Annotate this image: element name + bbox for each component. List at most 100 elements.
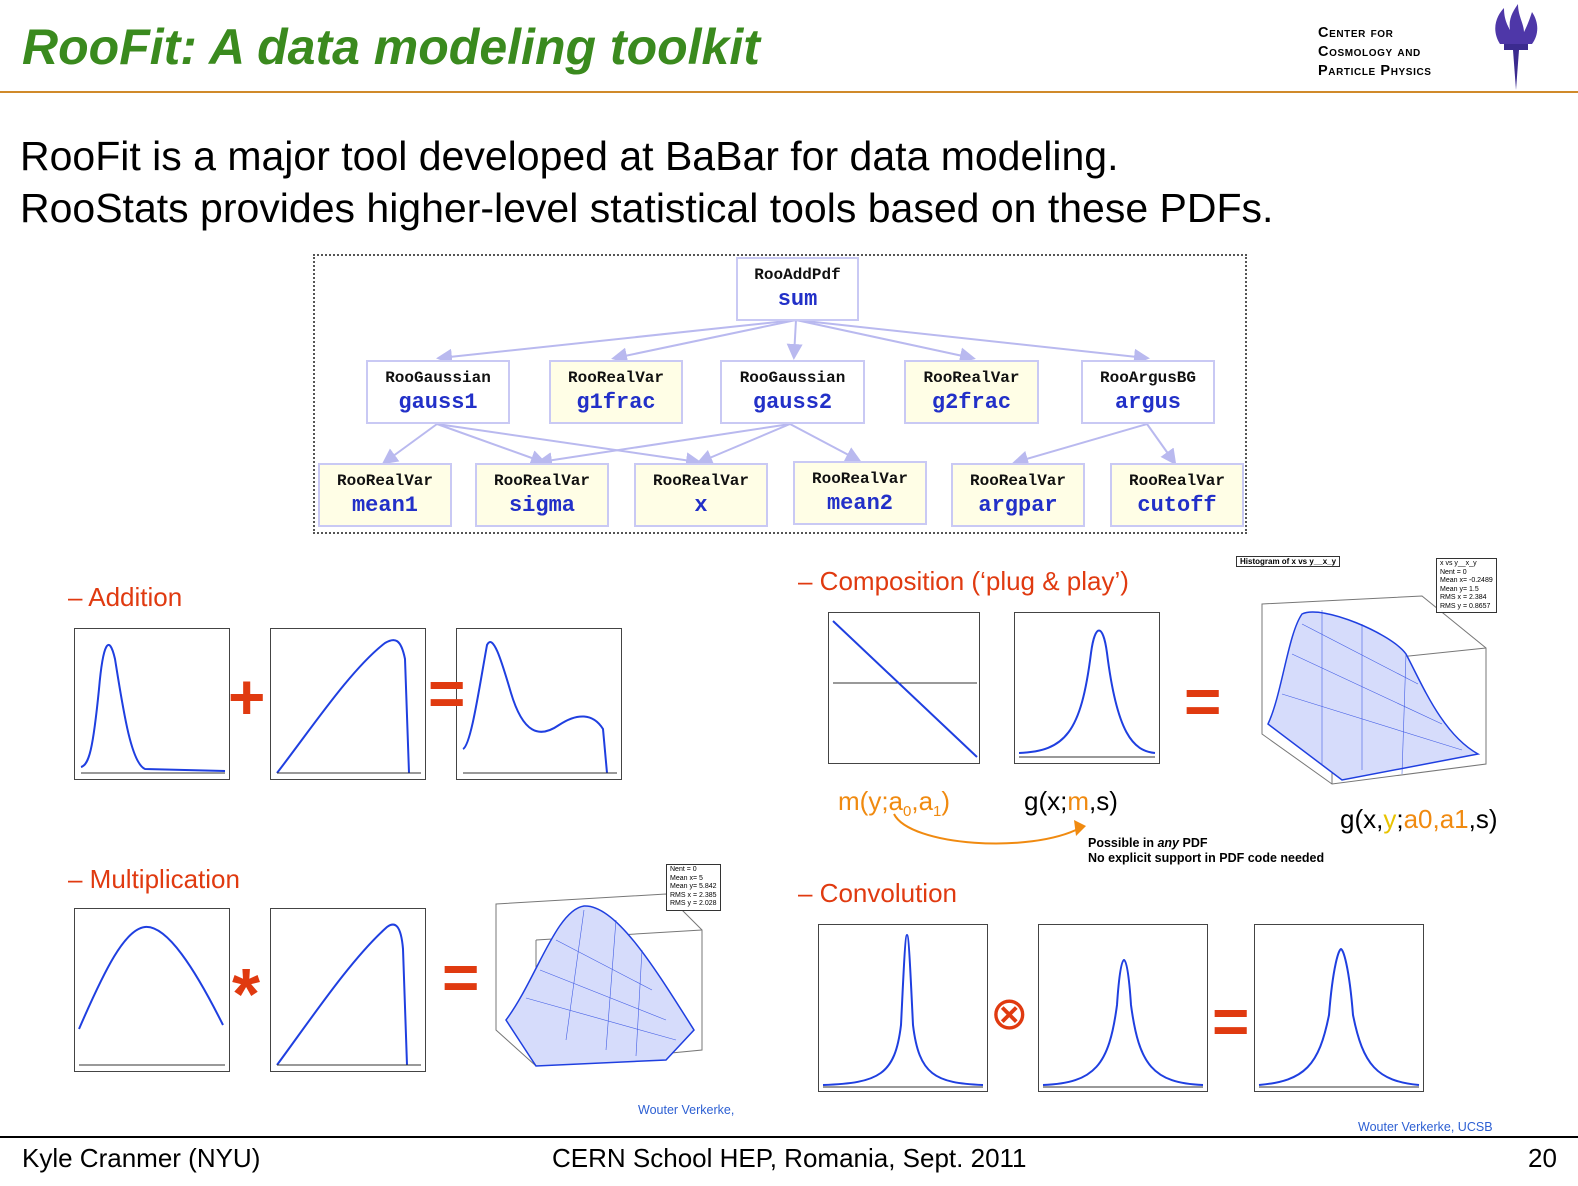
node-class: RooGaussian: [385, 369, 491, 387]
g-m: m: [1067, 786, 1090, 816]
note-text: Possible in: [1088, 836, 1158, 850]
composition-note: Possible in any PDF No explicit support …: [1088, 836, 1324, 866]
node-name: argus: [1114, 390, 1181, 415]
times-operator: *: [232, 955, 261, 1035]
equals-operator: =: [1212, 985, 1250, 1057]
node-name: mean2: [826, 491, 893, 516]
logo-text: Center for Cosmology and Particle Physic…: [1318, 24, 1432, 81]
multiplication-stats-box: Nent = 0 Mean x= 5 Mean y= 5.842 RMS x =…: [666, 864, 721, 911]
multiplication-gauss-plot: [74, 908, 230, 1072]
footer-event: CERN School HEP, Romania, Sept. 2011: [552, 1143, 1027, 1173]
logo-line: Particle Physics: [1318, 63, 1432, 79]
m-sep: ,a: [911, 786, 934, 816]
stat-line: Mean x= 5: [670, 874, 703, 882]
g-label: g(x;m,s): [1024, 786, 1118, 817]
node-name: mean1: [351, 493, 418, 518]
stat-line: RMS y = 2.028: [670, 900, 717, 907]
node-name: cutoff: [1137, 493, 1217, 518]
slide-title: RooFit: A data modeling toolkit: [22, 19, 760, 75]
stat-line: Nent = 0: [1440, 568, 1467, 576]
node-class: RooRealVar: [567, 369, 664, 387]
m-label: m(y;a0,a1): [838, 786, 950, 820]
m-label-text: m(y;a: [838, 786, 903, 816]
footer-author: Kyle Cranmer (NYU): [22, 1143, 261, 1173]
section-convolution: – Convolution: [798, 878, 957, 908]
logo-line: Center for: [1318, 25, 1394, 41]
multiplication-argus-plot: [270, 908, 426, 1072]
node-class: RooRealVar: [652, 472, 749, 490]
node-argus: RooArgusBG argus: [1081, 360, 1215, 424]
node-class: RooAddPdf: [754, 266, 841, 284]
node-class: RooGaussian: [739, 369, 846, 387]
stat-line: RMS x = 2.384: [1440, 594, 1487, 601]
plus-operator: +: [228, 661, 266, 733]
stat-line: x vs y__x_y: [1440, 560, 1477, 567]
stat-line: Mean x= -0.2489: [1440, 577, 1493, 584]
note-line: Possible in any PDF: [1088, 836, 1324, 851]
result-y: y: [1383, 804, 1397, 834]
intro-line: RooStats provides higher-level statistic…: [20, 185, 1274, 231]
note-emphasis: any: [1157, 836, 1180, 850]
node-name: gauss2: [752, 390, 833, 415]
equals-operator: =: [1184, 665, 1222, 737]
credit-right: Wouter Verkerke, UCSB: [1358, 1120, 1493, 1134]
composition-linear-plot: [828, 612, 980, 764]
logo-line: Cosmology and: [1318, 44, 1421, 60]
m-sub1: 1: [933, 803, 942, 821]
composition-hist-title: Histogram of x vs y__x_y: [1236, 556, 1341, 567]
m-sub0: 0: [903, 803, 912, 821]
node-cutoff: RooRealVar cutoff: [1110, 463, 1244, 527]
node-name: sigma: [508, 493, 575, 518]
convolve-operator: ⊗: [990, 987, 1029, 1039]
node-class: RooRealVar: [811, 470, 908, 488]
result-suffix: ,s): [1468, 804, 1498, 834]
convolution-bw-plot: [818, 924, 988, 1092]
node-class: RooRealVar: [336, 472, 433, 490]
equals-operator: =: [442, 941, 480, 1013]
m-close: ): [941, 786, 951, 816]
stat-line: Nent = 0: [670, 866, 697, 873]
intro-line: RooFit is a major tool developed at BaBa…: [20, 133, 1119, 179]
footer-rule: [0, 1136, 1578, 1138]
result-params: a0,a1: [1403, 804, 1469, 834]
node-name: argpar: [978, 493, 1058, 518]
stat-line: RMS x = 2.385: [670, 891, 717, 899]
node-sigma: RooRealVar sigma: [475, 463, 609, 527]
node-gauss1: RooGaussian gauss1: [366, 360, 510, 424]
node-sum: RooAddPdf sum: [736, 257, 859, 321]
g-prefix: g(x;: [1024, 786, 1068, 816]
composition-gauss-plot: [1014, 612, 1160, 764]
pdf-tree-diagram: [313, 254, 1247, 534]
composition-arrow: [893, 813, 1086, 845]
note-line: No explicit support in PDF code needed: [1088, 851, 1325, 865]
g-suffix: ,s): [1089, 786, 1118, 816]
stat-line: Mean y= 5.842: [670, 883, 717, 890]
title-rule: [0, 91, 1578, 93]
addition-sum-plot: [456, 628, 622, 780]
stat-line: RMS y = 0.8657: [1440, 602, 1491, 610]
node-name: g2frac: [931, 390, 1012, 415]
section-multiplication: – Multiplication: [68, 864, 240, 894]
note-text: PDF: [1179, 836, 1208, 850]
node-name: x: [694, 493, 708, 518]
composition-3d-surface: [1261, 595, 1487, 785]
multiplication-3d-surface: [495, 893, 703, 1067]
result-sep: ;: [1396, 804, 1404, 834]
node-name: g1frac: [576, 390, 656, 415]
addition-gauss-plot: [74, 628, 230, 780]
node-x: RooRealVar x: [634, 463, 768, 527]
result-prefix: g(x,: [1340, 804, 1384, 834]
node-g2frac: RooRealVar g2frac: [904, 360, 1039, 424]
node-name: sum: [777, 287, 818, 312]
node-gauss2: RooGaussian gauss2: [720, 360, 865, 424]
addition-argus-plot: [270, 628, 426, 780]
section-addition: – Addition: [68, 582, 183, 612]
stat-line: Mean y= 1.5: [1440, 585, 1479, 593]
convolution-gauss-plot: [1038, 924, 1208, 1092]
node-class: RooArgusBG: [1099, 369, 1196, 387]
node-class: RooRealVar: [923, 369, 1020, 387]
composition-stats-box: x vs y__x_y Nent = 0 Mean x= -0.2489 Mea…: [1436, 558, 1497, 613]
node-class: RooRealVar: [493, 472, 590, 490]
intro-text: RooFit is a major tool developed at BaBa…: [20, 130, 1273, 234]
